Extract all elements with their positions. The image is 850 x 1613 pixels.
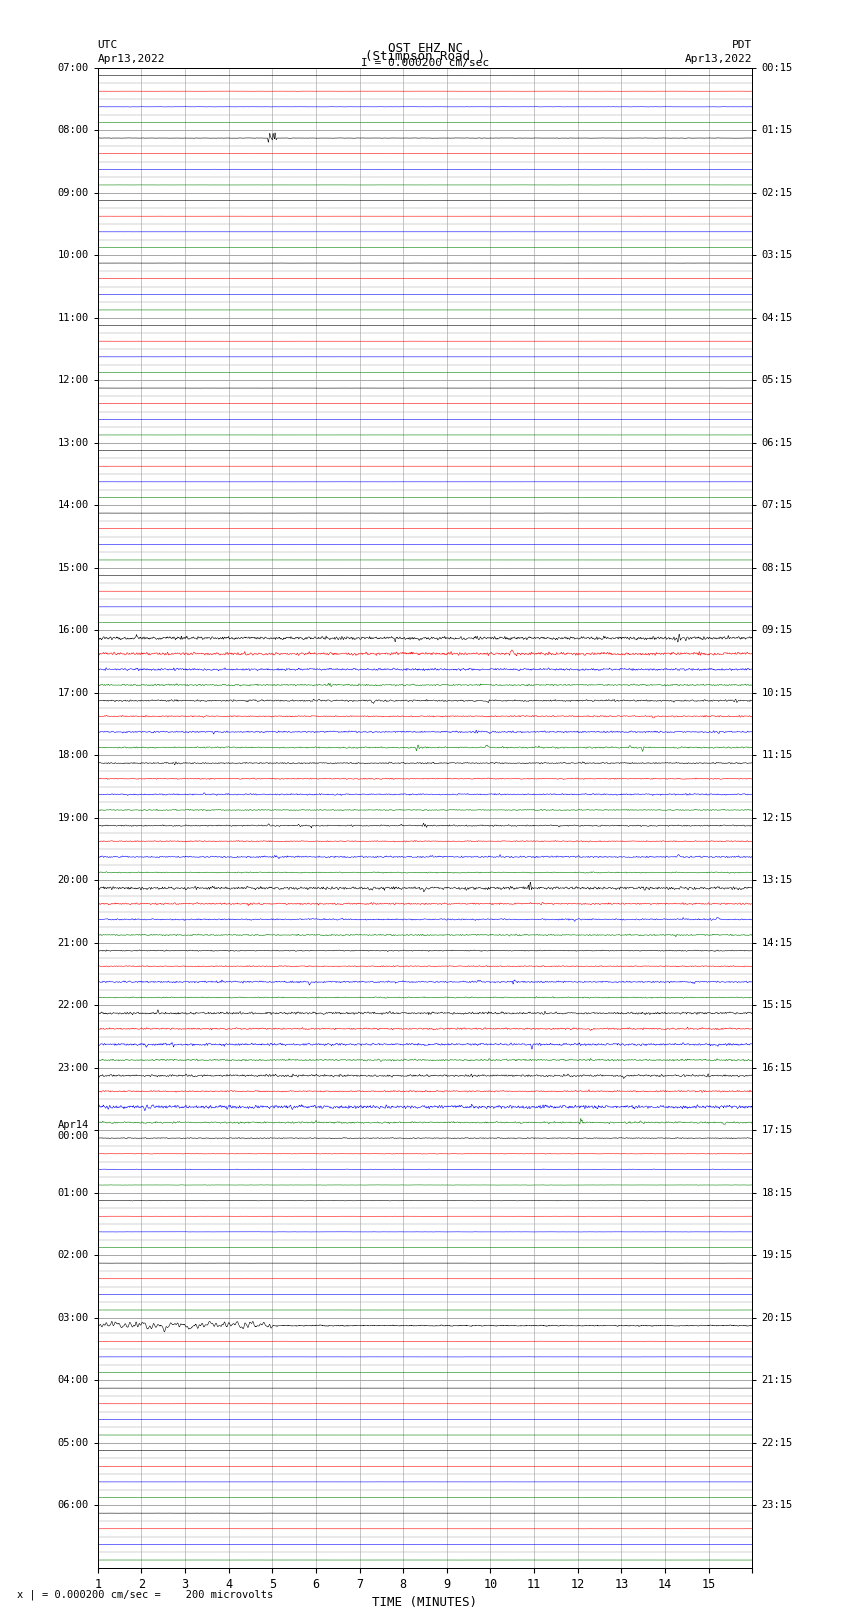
Text: x | = 0.000200 cm/sec =    200 microvolts: x | = 0.000200 cm/sec = 200 microvolts	[17, 1589, 273, 1600]
Text: (Stimpson Road ): (Stimpson Road )	[365, 50, 485, 63]
Text: OST EHZ NC: OST EHZ NC	[388, 42, 462, 55]
Text: I = 0.000200 cm/sec: I = 0.000200 cm/sec	[361, 58, 489, 68]
X-axis label: TIME (MINUTES): TIME (MINUTES)	[372, 1597, 478, 1610]
Text: UTC
Apr13,2022: UTC Apr13,2022	[98, 40, 165, 63]
Text: PDT
Apr13,2022: PDT Apr13,2022	[685, 40, 752, 63]
